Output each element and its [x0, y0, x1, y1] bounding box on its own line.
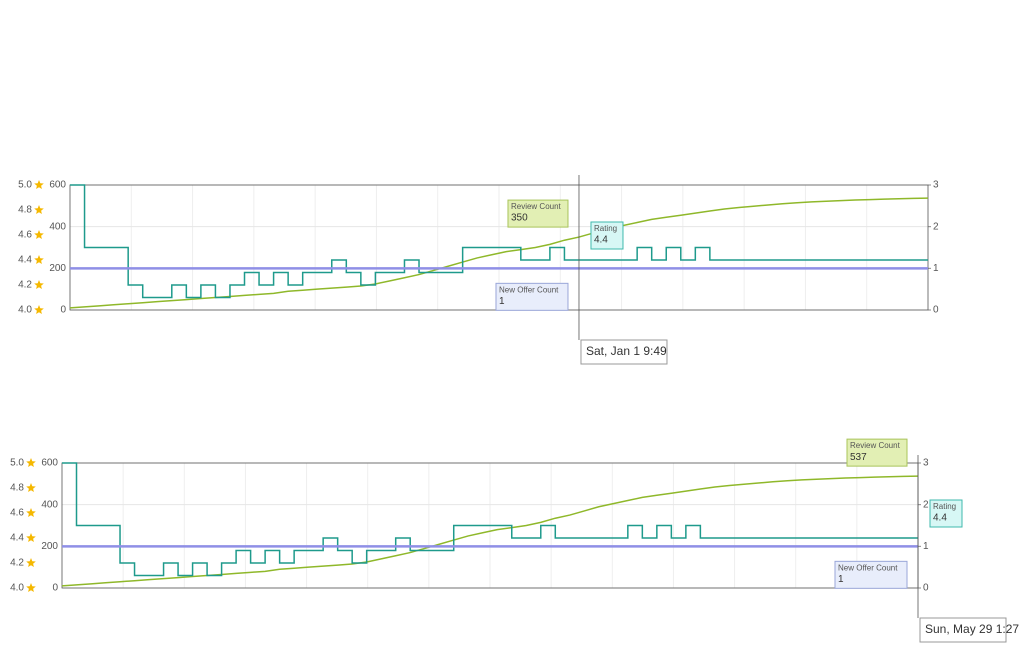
y-tick-label: 600 [41, 458, 58, 469]
star-icon [26, 508, 36, 517]
rating-tick-label: 4.8 [10, 483, 24, 494]
rating-tick-label: 5.0 [18, 180, 32, 191]
tooltip-value: 4.4 [933, 513, 947, 524]
rating-tick-label: 4.6 [18, 230, 32, 241]
y2-tick-label: 2 [933, 221, 939, 232]
y2-tick-label: 0 [933, 305, 939, 316]
tooltip-name: New Offer Count [499, 285, 559, 294]
y2-tick-label: 3 [933, 180, 939, 191]
rating-tick-label: 4.2 [18, 280, 32, 291]
series-line [69, 197, 929, 309]
y-tick-label: 200 [49, 263, 66, 274]
series-line [61, 475, 919, 587]
y-tick-label: 200 [41, 541, 58, 552]
y2-tick-label: 1 [923, 541, 929, 552]
y-tick-label: 400 [41, 499, 58, 510]
tooltip-value: 1 [838, 574, 844, 585]
y-tick-label: 600 [49, 180, 66, 191]
y2-tick-label: 2 [923, 499, 929, 510]
y-tick-label: 400 [49, 221, 66, 232]
rating-tick-label: 4.4 [18, 255, 32, 266]
y2-tick-label: 0 [923, 583, 929, 594]
rating-tick-label: 4.2 [10, 558, 24, 569]
y-tick-label: 0 [52, 583, 58, 594]
tooltip-box [507, 199, 569, 228]
star-icon [26, 558, 36, 567]
rating-tick-label: 4.6 [10, 508, 24, 519]
tooltip-value: 350 [511, 213, 528, 224]
star-icon [26, 458, 36, 467]
star-icon [34, 305, 44, 314]
chart: 0 200 400 600 0 1 2 3 4.0 4.2 4.4 4.6 4.8 5.0 Sat, Jan… [18, 175, 939, 365]
tooltip-value: 537 [850, 452, 867, 463]
tooltip-name: Review Count [511, 202, 562, 211]
tooltip-box [929, 499, 963, 528]
series-line [62, 462, 918, 577]
rating-tick-label: 5.0 [10, 458, 24, 469]
star-icon [26, 533, 36, 542]
tooltip-box [834, 560, 908, 589]
tooltip-name: Rating [933, 502, 956, 511]
tooltip-name: Rating [594, 224, 617, 233]
tooltip-box [495, 282, 569, 311]
tooltip-value: 1 [499, 296, 505, 307]
tooltip-name: Review Count [850, 441, 901, 450]
y-tick-label: 0 [60, 305, 66, 316]
star-icon [34, 205, 44, 214]
star-icon [34, 230, 44, 239]
rating-tick-label: 4.0 [10, 583, 24, 594]
star-icon [26, 583, 36, 592]
crosshair-label: Sat, Jan 1 9:49 [586, 344, 667, 358]
chart: 0 200 400 600 0 1 2 3 4.0 4.2 4.4 4.6 4.8 5.0 Sun, May… [10, 438, 1019, 643]
rating-tick-label: 4.4 [10, 533, 24, 544]
y2-tick-label: 3 [923, 458, 929, 469]
star-icon [34, 280, 44, 289]
tooltip-value: 4.4 [594, 235, 608, 246]
crosshair-label: Sun, May 29 1:27 [925, 622, 1019, 636]
tooltip-box [846, 438, 908, 467]
crosshair-label-box [919, 617, 1007, 643]
star-icon [34, 255, 44, 264]
tooltip-box [590, 221, 624, 250]
star-icon [26, 483, 36, 492]
crosshair-label-box [580, 339, 668, 365]
y2-tick-label: 1 [933, 263, 939, 274]
star-icon [34, 180, 44, 189]
series-line [70, 184, 928, 299]
rating-tick-label: 4.0 [18, 305, 32, 316]
rating-tick-label: 4.8 [18, 205, 32, 216]
tooltip-name: New Offer Count [838, 563, 898, 572]
